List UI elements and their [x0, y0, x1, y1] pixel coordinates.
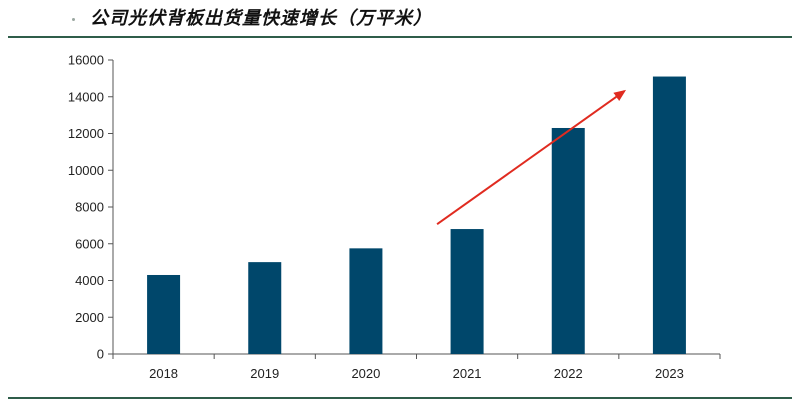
y-tick-label: 4000: [75, 273, 104, 288]
y-tick-label: 8000: [75, 200, 104, 215]
bar-2022: [551, 127, 585, 354]
y-axis: 0 2000 4000 6000 8000 10000 12000 14000 16000: [68, 53, 114, 362]
bottom-divider: [8, 397, 792, 399]
x-tick-label: 2018: [149, 366, 178, 381]
bar-2019: [248, 262, 282, 354]
bar-2020: [349, 248, 383, 354]
title-bullet: [72, 18, 75, 21]
x-tick-label: 2020: [351, 366, 380, 381]
x-axis: 2018 2019 2020 2021 2022 2023: [112, 353, 721, 381]
y-tick-label: 14000: [68, 89, 104, 104]
y-tick-label: 12000: [68, 126, 104, 141]
growth-arrow: [436, 89, 627, 226]
y-tick-label: 0: [97, 347, 104, 362]
page-title: 公司光伏背板出货量快速增长（万平米）: [90, 8, 432, 29]
annotations: [436, 89, 627, 226]
y-tick-label: 2000: [75, 310, 104, 325]
y-tick-label: 6000: [75, 236, 104, 251]
bar-2018: [147, 274, 181, 354]
x-tick-label: 2021: [453, 366, 482, 381]
y-tick-label: 10000: [68, 163, 104, 178]
top-divider: [8, 36, 792, 38]
bar-2021: [450, 229, 484, 354]
bars: [147, 76, 686, 354]
y-tick-label: 16000: [68, 53, 104, 68]
x-tick-label: 2023: [655, 366, 684, 381]
x-tick-label: 2019: [250, 366, 279, 381]
bar-2023: [652, 76, 686, 354]
x-tick-label: 2022: [554, 366, 583, 381]
